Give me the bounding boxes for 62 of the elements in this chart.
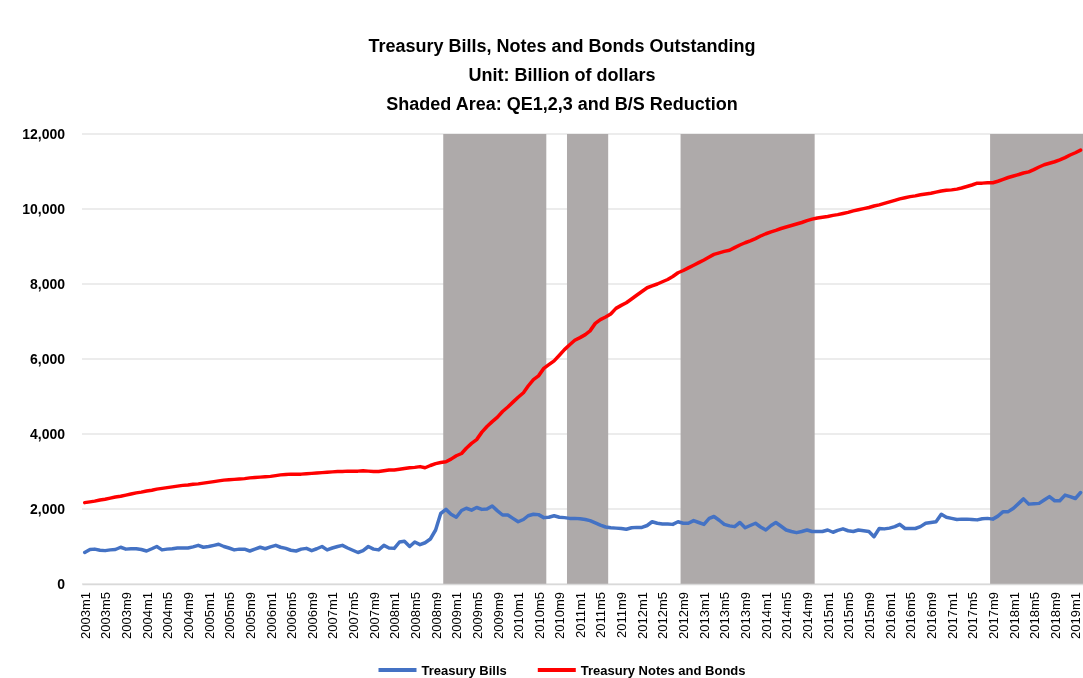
x-tick-label: 2015m1 — [820, 592, 836, 639]
x-tick-label: 2018m5 — [1026, 592, 1042, 639]
x-tick-label: 2010m1 — [511, 592, 527, 639]
y-tick-label: 12,000 — [22, 125, 66, 142]
x-tick-label: 2011m9 — [614, 592, 630, 639]
legend-label: Treasury Notes and Bonds — [580, 662, 746, 678]
x-tick-label: 2012m9 — [676, 592, 692, 639]
x-tick-label: 2017m1 — [944, 592, 960, 639]
x-tick-label: 2018m9 — [1047, 592, 1063, 639]
x-tick-label: 2005m1 — [201, 592, 217, 639]
x-tick-label: 2003m5 — [98, 592, 114, 639]
x-tick-label: 2007m9 — [366, 592, 382, 639]
x-tick-label: 2013m9 — [738, 592, 754, 639]
x-tick-label: 2005m5 — [222, 592, 238, 639]
x-tick-label: 2007m5 — [345, 592, 361, 639]
x-tick-label: 2008m9 — [428, 592, 444, 639]
y-tick-label: 2,000 — [29, 500, 66, 517]
x-tick-label: 2012m1 — [634, 592, 650, 639]
x-tick-label: 2014m1 — [758, 592, 774, 639]
x-tick-label: 2011m5 — [593, 592, 609, 639]
chart-title: Treasury Bills, Notes and Bonds Outstanding — [368, 36, 756, 56]
x-tick-label: 2010m5 — [531, 592, 547, 639]
x-tick-label: 2015m5 — [841, 592, 857, 639]
x-tick-label: 2003m9 — [118, 592, 134, 639]
x-tick-label: 2007m1 — [325, 592, 341, 639]
x-tick-label: 2019m1 — [1068, 592, 1083, 639]
line-series — [82, 490, 1083, 555]
x-tick-label: 2010m9 — [552, 592, 568, 639]
x-tick-label: 2004m9 — [181, 592, 196, 639]
y-tick-label: 4,000 — [29, 425, 66, 442]
x-tick-label: 2003m1 — [77, 592, 93, 639]
chart-subtitle: Unit: Billion of dollars Shaded Area: QE1,2,3 and B/S Reduction — [386, 65, 738, 114]
x-tick-label: 2013m1 — [697, 592, 713, 639]
x-tick-label: 2018m1 — [1006, 592, 1022, 639]
x-tick-label: 2016m1 — [882, 592, 898, 639]
x-tick-label: 2005m9 — [242, 592, 258, 639]
x-tick-label: 2004m1 — [139, 592, 155, 639]
y-tick-label: 0 — [57, 575, 66, 592]
x-tick-label: 2009m1 — [449, 592, 465, 639]
x-tick-label: 2017m5 — [965, 592, 981, 639]
x-tick-label: 2013m5 — [717, 592, 733, 639]
y-tick-label: 6,000 — [29, 350, 66, 367]
line-series — [82, 148, 1083, 505]
x-tick-label: 2017m9 — [985, 592, 1001, 639]
y-tick-label: 10,000 — [22, 200, 66, 217]
x-tick-label: 2014m5 — [779, 592, 795, 639]
x-tick-label: 2014m9 — [800, 592, 816, 639]
x-tick-label: 2015m9 — [861, 592, 877, 639]
x-tick-label: 2016m9 — [923, 592, 939, 639]
y-tick-label: 8,000 — [29, 275, 66, 292]
x-tick-label: 2006m1 — [263, 592, 279, 639]
legend-label: Treasury Bills — [421, 662, 507, 678]
x-tick-label: 2016m5 — [903, 592, 919, 639]
x-tick-label: 2012m5 — [655, 592, 671, 639]
x-tick-label: 2008m5 — [407, 592, 423, 639]
x-tick-label: 2006m9 — [304, 592, 320, 639]
x-tick-label: 2009m9 — [490, 592, 506, 639]
x-tick-label: 2009m5 — [469, 592, 485, 639]
x-tick-label: 2004m5 — [160, 592, 176, 639]
x-tick-label: 2011m1 — [573, 592, 589, 639]
x-tick-label: 2008m1 — [387, 592, 403, 639]
x-tick-label: 2006m5 — [283, 592, 299, 639]
